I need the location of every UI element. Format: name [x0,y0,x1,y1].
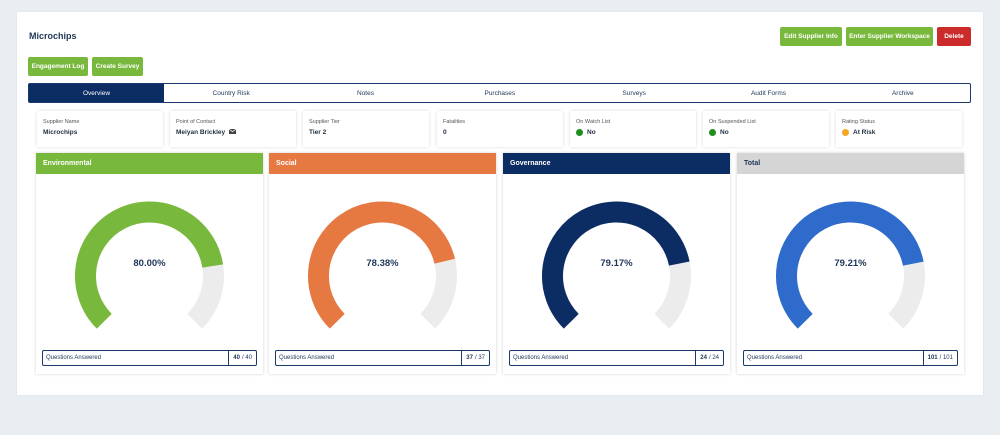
info-card-supplier-tier: Supplier Tier Tier 2 [303,111,429,147]
info-label: Point of Contact [176,119,216,125]
info-card-supplier-name: Supplier Name Microchips [37,111,163,147]
gauge-fill [776,201,924,329]
score-percent: 78.38% [366,258,399,269]
questions-answered-count: 24/ 24 [695,351,723,365]
info-value: Meiyan Brickley [176,128,296,136]
tab-surveys[interactable]: Surveys [622,89,646,97]
tab-purchases[interactable]: Purchases [484,89,516,97]
info-label: Supplier Tier [309,119,340,125]
info-value: At Risk [842,129,962,136]
info-label: Supplier Name [43,119,80,125]
suspended-list-value: No [720,129,729,136]
score-gauge [75,201,224,329]
questions-answered-label: Questions Answered [513,355,569,361]
questions-answered-count: 40/ 40 [228,351,256,365]
questions-answered-label: Questions Answered [747,355,803,361]
questions-answered-bar: Questions Answered 24/ 24 [509,350,724,366]
score-card-title: Total [737,153,964,174]
page-title: Microchips [29,31,77,41]
score-percent: 79.21% [834,258,867,269]
tab-archive[interactable]: Archive [891,89,914,97]
tab-overview[interactable]: Overview [29,84,164,102]
info-value: No [709,129,829,136]
info-value: No [576,129,696,136]
info-value: Tier 2 [309,129,429,136]
rating-status-value: At Risk [853,129,876,136]
questions-answered-count: 37/ 37 [461,351,489,365]
score-card-title: Social [269,153,496,174]
questions-answered-bar: Questions Answered 101/ 101 [743,350,958,366]
status-dot-icon [842,129,849,136]
answered-count: 40 [233,355,240,361]
score-card-title: Governance [503,153,730,174]
edit-supplier-info-button[interactable]: Edit Supplier Info [780,27,842,46]
gauge-fill [308,201,455,329]
info-label: On Suspended List [709,119,756,125]
tab-bar: Overview Country Risk Notes Purchases Su… [28,83,971,103]
supplier-info-row: Supplier Name Microchips Point of Contac… [37,111,962,147]
info-card-on-suspended-list: On Suspended List No [703,111,829,147]
total-count: / 24 [708,355,719,361]
questions-answered-label: Questions Answered [46,355,102,361]
gauge-fill [542,201,690,329]
info-card-rating-status: Rating Status At Risk [836,111,962,147]
info-card-on-watch-list: On Watch List No [570,111,696,147]
info-label: Rating Status [842,119,876,125]
questions-answered-bar: Questions Answered 37/ 37 [275,350,490,366]
score-card-environmental: Environmental 80.00% Questions Answered … [36,153,263,374]
score-card-total: Total 79.21% Questions Answered 101/ 101 [737,153,964,374]
score-card-social: Social 78.38% Questions Answered 37/ 37 [269,153,496,374]
info-value: 0 [443,129,563,136]
status-dot-icon [576,129,583,136]
contact-name-value: Meiyan Brickley [176,129,226,136]
info-label: Fatalities [443,119,466,125]
info-card-fatalities: Fatalities 0 [437,111,563,147]
score-gauge [308,201,457,329]
score-card-governance: Governance 79.17% Questions Answered 24/… [503,153,730,374]
delete-button[interactable]: Delete [937,27,971,46]
create-survey-button[interactable]: Create Survey [92,57,143,76]
score-gauge [776,201,925,329]
main-panel: Microchips Edit Supplier Info Enter Supp… [17,12,983,395]
questions-answered-label: Questions Answered [279,355,335,361]
supplier-tier-value: Tier 2 [309,129,327,136]
questions-answered-bar: Questions Answered 40/ 40 [42,350,257,366]
info-value: Microchips [43,129,163,136]
info-label: On Watch List [576,119,611,125]
info-card-point-of-contact: Point of Contact Meiyan Brickley [170,111,296,147]
enter-supplier-workspace-button[interactable]: Enter Supplier Workspace [846,27,933,46]
status-dot-icon [709,129,716,136]
engagement-log-button[interactable]: Engagement Log [28,57,88,76]
tab-country-risk[interactable]: Country Risk [212,89,250,97]
total-count: / 40 [241,355,252,361]
tab-notes[interactable]: Notes [357,89,374,97]
score-card-title: Environmental [36,153,263,174]
score-percent: 80.00% [133,258,166,269]
tab-audit-forms[interactable]: Audit Forms [750,89,786,97]
score-gauge [542,201,691,329]
supplier-name-value: Microchips [43,129,78,136]
questions-answered-count: 101/ 101 [922,351,957,365]
answered-count: 101 [927,355,938,361]
score-percent: 79.17% [600,258,633,269]
total-count: / 101 [939,355,953,361]
answered-count: 37 [466,355,473,361]
answered-count: 24 [700,355,707,361]
gauge-fill [75,201,224,329]
envelope-icon[interactable] [228,128,237,136]
fatalities-value: 0 [443,129,447,136]
total-count: / 37 [474,355,485,361]
watch-list-value: No [587,129,596,136]
